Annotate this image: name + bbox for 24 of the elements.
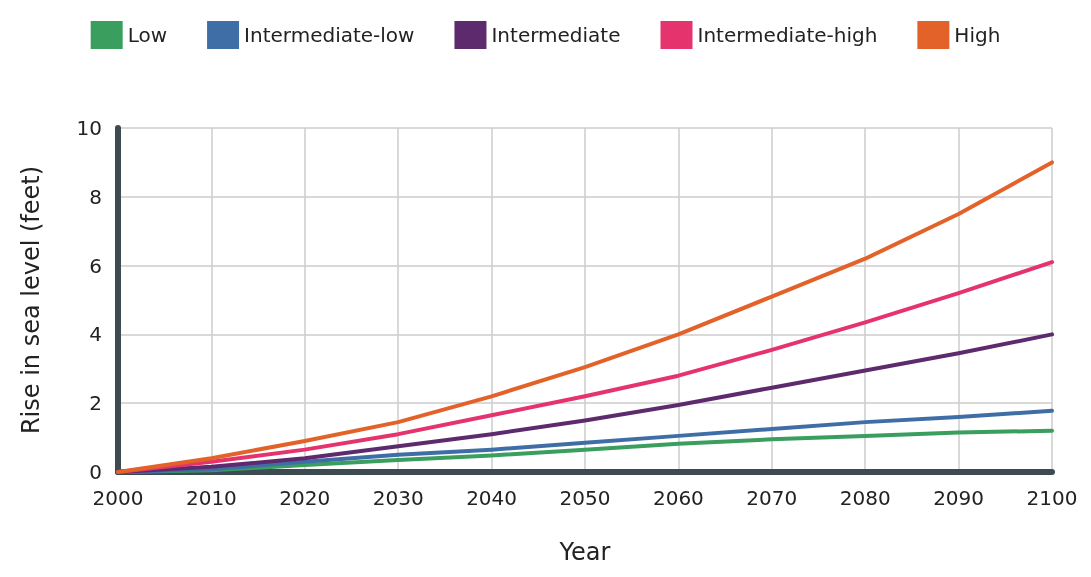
- x-tick-label: 2070: [746, 486, 798, 510]
- x-tick-label: 2050: [559, 486, 611, 510]
- y-tick-label: 8: [89, 184, 102, 209]
- x-tick-label: 2040: [466, 486, 518, 510]
- legend-label: Intermediate: [491, 23, 621, 47]
- legend-label: Intermediate-high: [697, 23, 878, 47]
- x-tick-label: 2080: [839, 486, 891, 510]
- y-tick-label: 10: [76, 116, 102, 140]
- x-tick-label: 2000: [92, 486, 144, 510]
- x-axis-title: Year: [558, 538, 611, 566]
- y-tick-label: 0: [89, 460, 102, 484]
- legend-label: High: [954, 23, 1001, 47]
- x-tick-label: 2100: [1026, 486, 1078, 510]
- y-axis-title: Rise in sea level (feet): [17, 165, 45, 435]
- y-tick-label: 4: [89, 322, 102, 347]
- y-tick-label: 2: [89, 391, 102, 416]
- legend-label: Low: [127, 23, 168, 47]
- x-tick-label: 2030: [372, 486, 424, 510]
- x-tick-label: 2020: [279, 486, 331, 510]
- legend-label: Intermediate-low: [244, 23, 415, 47]
- y-tick-label: 6: [89, 253, 102, 278]
- x-tick-label: 2060: [652, 486, 704, 510]
- x-tick-label: 2090: [933, 486, 985, 510]
- x-tick-label: 2010: [185, 486, 237, 510]
